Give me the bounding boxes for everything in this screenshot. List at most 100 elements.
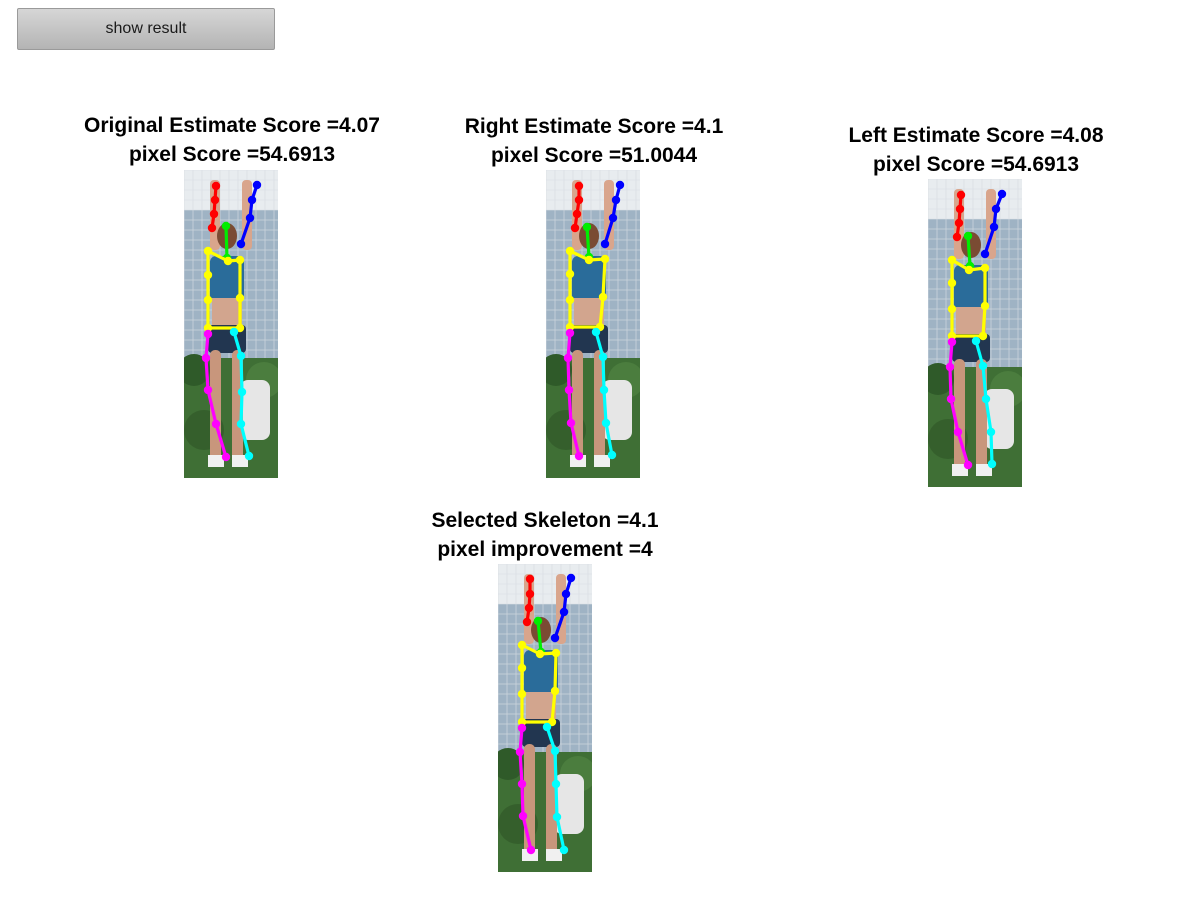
skeleton-head-joint	[582, 222, 592, 232]
skeleton-right-arm-limb	[573, 184, 581, 230]
skeleton-left-leg-joint	[986, 427, 996, 437]
skeleton-left-leg-joint	[598, 352, 608, 362]
skeleton-torso-joint	[535, 649, 545, 659]
skeleton-torso-joint	[235, 323, 245, 333]
skeleton-torso-joint	[235, 293, 245, 303]
skeleton-left-arm-joint	[989, 222, 999, 232]
background-person	[240, 380, 270, 440]
skeleton-right-arm-joint	[574, 195, 584, 205]
skeleton-head-limb	[224, 224, 229, 260]
tree-blob	[928, 363, 954, 395]
player-top	[210, 256, 244, 301]
skeleton-right-arm-joint	[524, 603, 534, 613]
skeleton-torso-joint	[598, 292, 608, 302]
skeleton-torso-joint	[980, 263, 990, 273]
skeleton-right-leg-joint	[526, 845, 536, 855]
skeleton-right-arm-joint	[952, 232, 962, 242]
skeleton-left-leg-joint	[236, 419, 246, 429]
player-shoe	[232, 455, 248, 467]
skeleton-right-leg-joint	[945, 362, 955, 372]
selected-skeleton-title: Selected Skeleton =4.1 pixel improvement…	[365, 506, 725, 564]
skeleton-head-limb	[536, 619, 543, 654]
skeleton-torso-joint	[565, 295, 575, 305]
skeleton-left-leg-joint	[601, 418, 611, 428]
right-estimate-image	[546, 170, 640, 478]
player-top	[524, 650, 558, 695]
skeleton-right-arm-limb	[210, 184, 218, 230]
skeleton-left-arm-limb	[239, 183, 259, 246]
skeleton-torso-joint	[517, 663, 527, 673]
skeleton-torso-joint	[947, 278, 957, 288]
skeleton-torso-joint	[517, 640, 527, 650]
tree-blob	[184, 354, 210, 386]
player-shoe	[976, 464, 992, 476]
original-estimate-score: Original Estimate Score =4.07	[84, 114, 380, 137]
skeleton-right-leg-joint	[963, 460, 973, 470]
skeleton-torso-joint	[980, 301, 990, 311]
skeleton-torso-joint	[565, 269, 575, 279]
skeleton-left-arm-joint	[615, 180, 625, 190]
skeleton-right-leg-joint	[203, 329, 213, 339]
skeleton-left-leg-joint	[244, 451, 254, 461]
skeleton-torso-joint	[600, 254, 610, 264]
skeleton-right-leg-joint	[515, 747, 525, 757]
original-estimate-image	[184, 170, 278, 478]
skeleton-torso-joint	[517, 717, 527, 727]
volleyball-player-pose-photo-icon	[184, 170, 278, 478]
skeleton-left-arm-joint	[611, 195, 621, 205]
skeleton-torso-joint	[947, 304, 957, 314]
player-top	[572, 256, 606, 301]
skeleton-torso-joint	[223, 256, 233, 266]
skeleton-left-arm-limb	[983, 192, 1004, 256]
skeleton-torso-joint	[978, 331, 988, 341]
volleyball-player-pose-photo-icon	[498, 564, 592, 872]
player-shoe	[208, 455, 224, 467]
skeleton-head-joint	[221, 221, 231, 231]
skeleton-torso-joint	[203, 295, 213, 305]
skeleton-left-leg-joint	[542, 722, 552, 732]
skeleton-torso-joint	[551, 648, 561, 658]
skeleton-left-arm-joint	[608, 213, 618, 223]
skeleton-right-arm-joint	[574, 181, 584, 191]
skeleton-left-leg-joint	[599, 385, 609, 395]
skeleton-torso-joint	[203, 323, 213, 333]
skeleton-right-leg-joint	[947, 337, 957, 347]
right-pixel-score: pixel Score =51.0044	[490, 144, 698, 167]
volleyball-player-pose-photo-icon	[546, 170, 640, 478]
skeleton-right-leg-joint	[566, 418, 576, 428]
right-estimate-title: Right Estimate Score =4.1 pixel Score =5…	[414, 112, 774, 170]
skeleton-left-leg-joint	[237, 387, 247, 397]
skeleton-right-arm-limb	[525, 577, 532, 624]
skeleton-left-leg-joint	[236, 351, 246, 361]
skeleton-torso-joint	[550, 686, 560, 696]
skeleton-head-joint	[963, 231, 973, 241]
skeleton-right-arm-joint	[570, 223, 580, 233]
skeleton-right-leg-joint	[518, 811, 528, 821]
skeleton-right-arm-joint	[525, 574, 535, 584]
skeleton-right-arm-limb	[955, 193, 963, 239]
left-estimate-title: Left Estimate Score =4.08 pixel Score =5…	[796, 121, 1156, 179]
tree-blob	[546, 354, 572, 386]
show-result-button[interactable]: show result	[17, 8, 275, 50]
skeleton-left-arm-joint	[247, 195, 257, 205]
left-pixel-score: pixel Score =54.6913	[872, 153, 1080, 176]
selected-skeleton-image	[498, 564, 592, 872]
skeleton-left-arm-joint	[550, 633, 560, 643]
skeleton-right-arm-joint	[209, 209, 219, 219]
tree-blob	[498, 748, 524, 780]
skeleton-right-arm-joint	[211, 181, 221, 191]
skeleton-left-leg-joint	[229, 327, 239, 337]
right-estimate-score: Right Estimate Score =4.1	[464, 115, 724, 138]
skeleton-torso-joint	[947, 255, 957, 265]
skeleton-left-arm-joint	[997, 189, 1007, 199]
skeleton-left-leg-joint	[591, 327, 601, 337]
skeleton-torso-joint	[947, 331, 957, 341]
skeleton-right-leg-joint	[953, 427, 963, 437]
original-pixel-score: pixel Score =54.6913	[128, 143, 336, 166]
left-estimate-image	[928, 179, 1022, 487]
skeleton-left-leg-joint	[987, 459, 997, 469]
skeleton-left-arm-joint	[561, 589, 571, 599]
skeleton-left-leg-joint	[978, 361, 988, 371]
skeleton-left-arm-joint	[245, 213, 255, 223]
skeleton-torso-joint	[964, 265, 974, 275]
